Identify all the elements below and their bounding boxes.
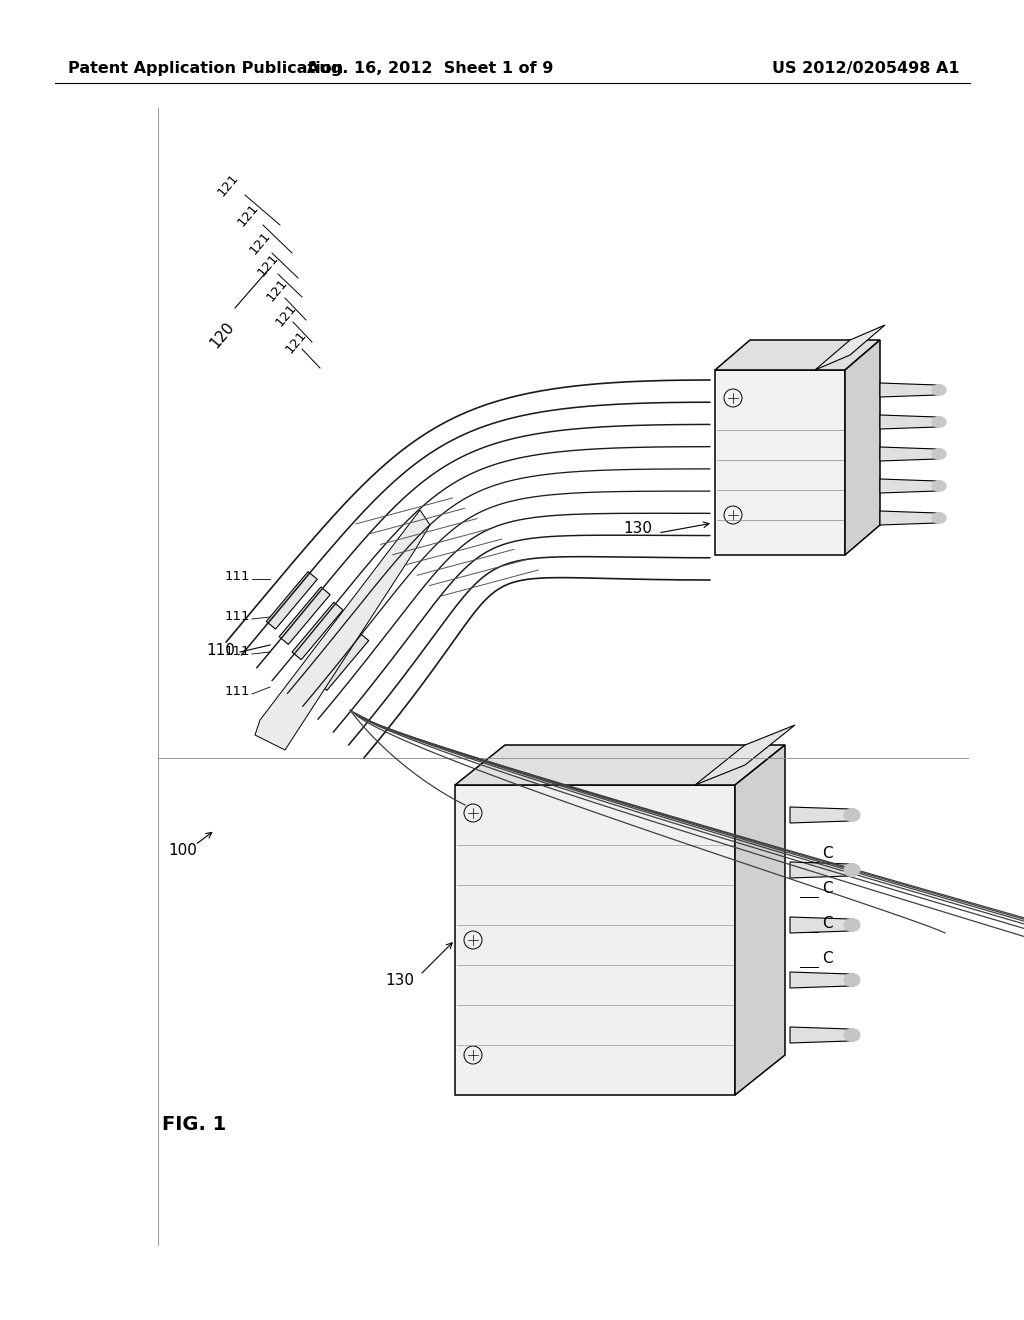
Text: 121: 121 bbox=[215, 172, 242, 199]
Text: 121: 121 bbox=[247, 230, 273, 257]
Polygon shape bbox=[790, 807, 850, 822]
Polygon shape bbox=[695, 725, 795, 785]
Polygon shape bbox=[880, 414, 937, 429]
Polygon shape bbox=[715, 341, 880, 370]
Ellipse shape bbox=[844, 974, 860, 986]
Text: 120: 120 bbox=[207, 319, 237, 351]
Text: 111: 111 bbox=[224, 610, 250, 623]
Polygon shape bbox=[735, 744, 785, 1096]
Ellipse shape bbox=[932, 449, 946, 459]
Polygon shape bbox=[305, 618, 356, 675]
Polygon shape bbox=[880, 447, 937, 461]
Ellipse shape bbox=[932, 417, 946, 428]
Polygon shape bbox=[715, 370, 845, 554]
Text: C: C bbox=[822, 916, 833, 931]
Text: 121: 121 bbox=[283, 329, 309, 356]
Text: C: C bbox=[822, 950, 833, 966]
Polygon shape bbox=[455, 744, 785, 785]
Text: C: C bbox=[822, 846, 833, 861]
Text: US 2012/0205498 A1: US 2012/0205498 A1 bbox=[772, 61, 961, 75]
Ellipse shape bbox=[932, 512, 946, 524]
Polygon shape bbox=[880, 511, 937, 525]
Text: C: C bbox=[822, 880, 833, 896]
Text: 121: 121 bbox=[264, 276, 290, 304]
Polygon shape bbox=[790, 862, 850, 878]
Text: 111: 111 bbox=[224, 645, 250, 657]
Text: 121: 121 bbox=[255, 251, 282, 279]
Text: 110: 110 bbox=[206, 643, 234, 657]
Text: 121: 121 bbox=[272, 301, 299, 329]
Ellipse shape bbox=[932, 384, 946, 396]
Ellipse shape bbox=[844, 808, 860, 821]
Polygon shape bbox=[790, 972, 850, 987]
Text: 111: 111 bbox=[224, 685, 250, 698]
Ellipse shape bbox=[932, 480, 946, 491]
Polygon shape bbox=[292, 602, 343, 660]
Ellipse shape bbox=[844, 919, 860, 932]
Polygon shape bbox=[880, 479, 937, 492]
Polygon shape bbox=[280, 587, 330, 644]
Ellipse shape bbox=[844, 863, 860, 876]
Polygon shape bbox=[317, 632, 369, 690]
Text: 100: 100 bbox=[168, 843, 197, 858]
Text: Patent Application Publication: Patent Application Publication bbox=[68, 61, 343, 75]
Text: 130: 130 bbox=[623, 521, 652, 536]
Text: 111: 111 bbox=[224, 570, 250, 583]
Text: 121: 121 bbox=[234, 201, 261, 228]
Text: 130: 130 bbox=[385, 973, 414, 987]
Polygon shape bbox=[880, 383, 937, 397]
Polygon shape bbox=[790, 917, 850, 933]
Polygon shape bbox=[815, 325, 885, 370]
Polygon shape bbox=[790, 1027, 850, 1043]
Polygon shape bbox=[845, 341, 880, 554]
Text: Aug. 16, 2012  Sheet 1 of 9: Aug. 16, 2012 Sheet 1 of 9 bbox=[307, 61, 553, 75]
Text: FIG. 1: FIG. 1 bbox=[162, 1115, 226, 1134]
Polygon shape bbox=[455, 785, 735, 1096]
Ellipse shape bbox=[844, 1028, 860, 1041]
Polygon shape bbox=[266, 572, 317, 630]
Polygon shape bbox=[255, 510, 430, 750]
